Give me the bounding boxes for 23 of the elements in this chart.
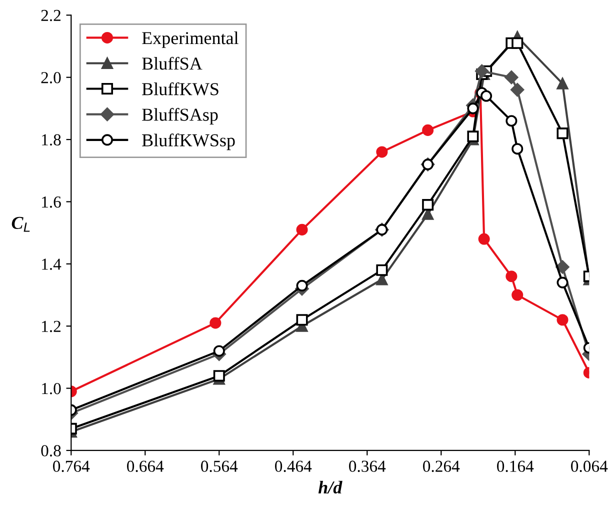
x-tick-label: 0.764: [53, 460, 90, 472]
y-tick-label: 1.8: [42, 134, 61, 146]
y-tick-label: 1.6: [42, 196, 61, 208]
y-tick-label: 1.4: [42, 258, 62, 270]
legend-label: BluffKWS: [142, 82, 218, 96]
x-tick-label: 0.664: [127, 460, 164, 472]
y-tick-label: 1.2: [42, 320, 60, 332]
legend-label: BluffKWSsp: [142, 134, 235, 150]
x-axis-title: h/d: [318, 480, 342, 494]
legend-label: BluffSA: [142, 56, 202, 70]
y-tick-label: 2.2: [41, 10, 60, 22]
x-tick-label: 0.464: [275, 460, 312, 472]
y-tick-label: 0.8: [41, 445, 61, 456]
x-tick-label: 0.064: [571, 460, 608, 472]
y-tick-label: 2.0: [41, 72, 61, 84]
y-axis-title: C$_{L}$: [12, 216, 30, 232]
x-tick-label: 0.264: [423, 460, 460, 472]
legend-label: BluffSAsp: [142, 108, 218, 124]
legend-label: Experimental: [142, 32, 238, 48]
y-tick-label: 1.0: [42, 382, 61, 394]
x-tick-label: 0.164: [497, 460, 534, 472]
x-tick-label: 0.364: [349, 460, 386, 472]
x-tick-label: 0.564: [201, 460, 238, 472]
